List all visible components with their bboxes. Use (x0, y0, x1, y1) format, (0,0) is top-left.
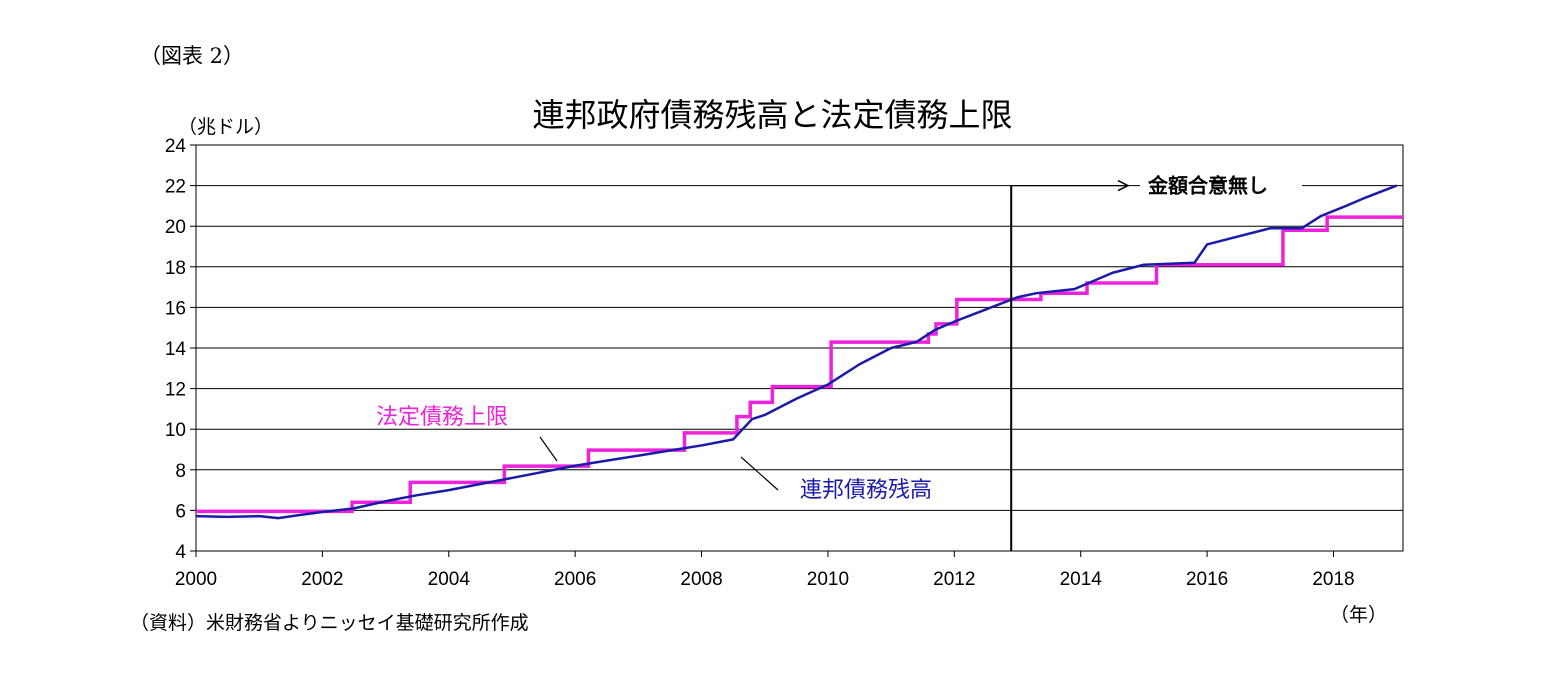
label-no-agreement: 金額合意無し (1147, 174, 1268, 198)
x-tick-label: 2018 (1312, 569, 1354, 590)
leader-debt-limit (539, 436, 558, 462)
y-tick-label: 16 (165, 298, 186, 319)
x-tick-label: 2006 (554, 569, 596, 590)
federal-debt-line (195, 184, 1398, 520)
arrowhead-icon (1117, 179, 1130, 192)
y-tick-label: 6 (175, 501, 186, 522)
y-tick-label: 10 (165, 420, 186, 441)
y-tick-labels: 4 6 8 10 12 14 16 18 20 22 24 (165, 136, 187, 563)
plot-frame (195, 144, 1404, 552)
chart-series (195, 184, 1403, 520)
debt-limit-line (196, 215, 1403, 514)
leader-federal-debt (740, 456, 779, 491)
y-tick-label: 14 (165, 339, 187, 360)
x-tick-label: 2000 (175, 569, 217, 590)
x-tick-label: 2014 (1060, 569, 1103, 590)
x-tick-label: 2012 (933, 569, 975, 590)
source-note: （資料）米財務省よりニッセイ基礎研究所作成 (130, 612, 529, 634)
no-agreement-label-bg (1140, 168, 1302, 201)
label-debt-limit: 法定債務上限 (376, 405, 508, 430)
x-tick-labels: 2000 2002 2004 2006 2008 2010 2012 2014 2016 2018 (175, 569, 1355, 590)
label-federal-debt: 連邦債務残高 (800, 478, 932, 503)
x-axis-unit: （年） (1330, 604, 1388, 626)
y-tick-label: 8 (175, 461, 186, 482)
y-axis-unit: （兆ドル） (178, 116, 274, 138)
chart-axes (190, 144, 1404, 557)
figure-label: （図表 2） (140, 44, 245, 68)
y-tick-label: 4 (175, 542, 186, 563)
y-tick-label: 12 (165, 380, 186, 401)
y-tick-label: 18 (165, 258, 186, 279)
y-tick-label: 22 (165, 177, 186, 198)
y-tick-label: 24 (165, 136, 187, 157)
x-tick-label: 2004 (428, 569, 471, 590)
chart-title: 連邦政府債務残高と法定債務上限 (532, 96, 1013, 134)
x-tick-label: 2008 (680, 569, 722, 590)
x-tick-label: 2002 (301, 569, 343, 590)
x-tick-label: 2010 (807, 569, 849, 590)
x-tick-label: 2016 (1186, 569, 1228, 590)
y-tick-label: 20 (165, 217, 186, 238)
